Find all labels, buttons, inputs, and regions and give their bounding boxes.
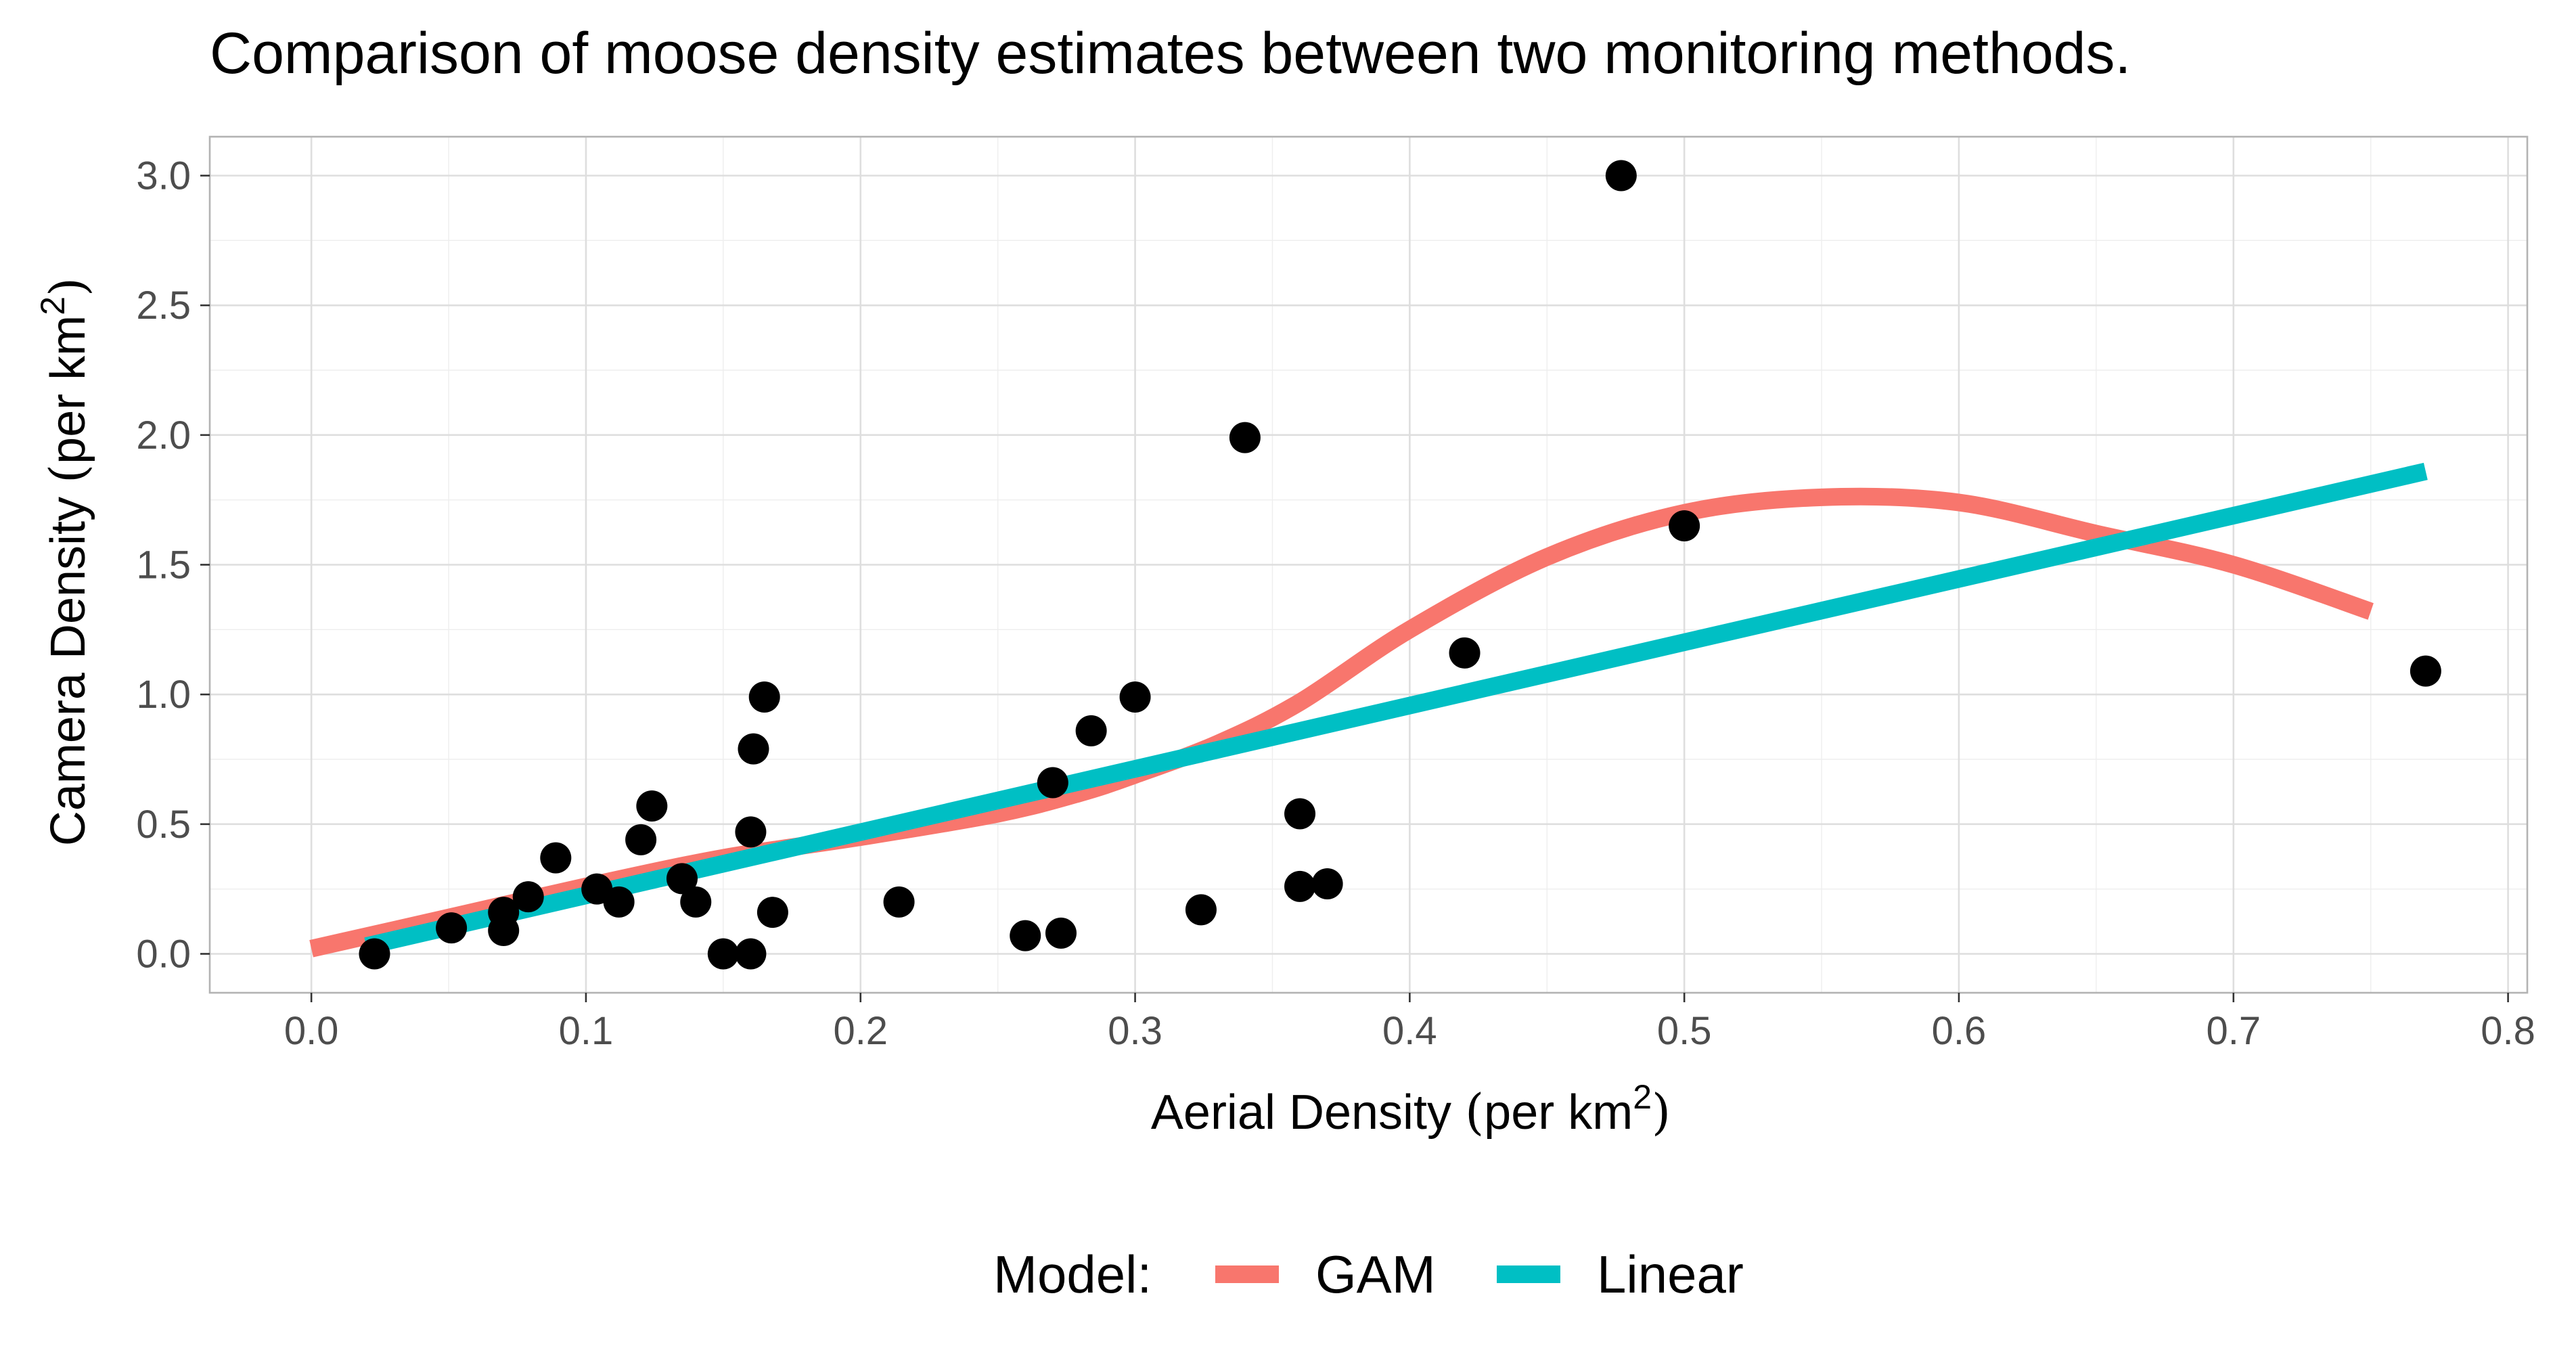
y-tick-label: 2.0	[136, 413, 191, 457]
x-tick-label: 0.4	[1382, 1009, 1437, 1053]
chart-title: Comparison of moose density estimates be…	[210, 21, 2131, 86]
data-point	[1119, 681, 1151, 713]
point-layer	[359, 160, 2441, 970]
data-point	[1669, 510, 1700, 541]
legend-title: Model:	[993, 1245, 1152, 1304]
x-axis-title-unit: per km	[1484, 1085, 1633, 1140]
x-axis-title-open-paren: (	[1465, 1083, 1484, 1140]
x-tick-label: 0.0	[284, 1009, 339, 1053]
x-tick-label: 0.1	[559, 1009, 614, 1053]
data-point	[680, 886, 712, 918]
x-axis-title-sup: 2	[1633, 1078, 1652, 1116]
y-axis-title-open-paren: (	[39, 464, 96, 483]
data-point	[1185, 894, 1217, 926]
x-tick-label: 0.8	[2481, 1009, 2535, 1053]
x-tick-label: 0.5	[1657, 1009, 1712, 1053]
data-point	[540, 842, 572, 874]
x-tick-label: 0.6	[1932, 1009, 1987, 1053]
data-point	[1045, 917, 1077, 949]
y-tick-label: 1.0	[136, 673, 191, 717]
y-tick-label: 3.0	[136, 154, 191, 198]
data-point	[738, 733, 769, 765]
data-point	[1284, 870, 1316, 902]
x-axis-title-prefix: Aerial Density	[1151, 1085, 1465, 1140]
x-tick-label: 0.3	[1108, 1009, 1162, 1053]
x-axis-title: Aerial Density (per km2)	[1151, 1078, 1671, 1140]
legend-label-linear: Linear	[1597, 1245, 1744, 1304]
y-axis-title: Camera Density (per km2)	[34, 277, 96, 846]
y-tick-label: 0.0	[136, 933, 191, 977]
data-point	[883, 886, 915, 918]
data-point	[1075, 715, 1107, 746]
series-line-linear	[364, 462, 2428, 955]
y-tick-label: 2.5	[136, 284, 191, 328]
x-axis-title-close-paren: )	[1652, 1083, 1671, 1140]
data-point	[636, 790, 668, 822]
data-point	[603, 886, 635, 918]
data-point	[2410, 655, 2441, 687]
data-point	[735, 938, 767, 970]
x-tick-label: 0.2	[833, 1009, 888, 1053]
tick-layer: 0.0 0.1 0.2 0.3 0.4 0.5 0.6 0.7 0.8 0.0 0.5 1.0 1.5 2…	[136, 154, 2535, 1054]
data-point	[1284, 798, 1316, 830]
legend: Model: GAM Linear	[993, 1245, 1744, 1304]
data-point	[1605, 160, 1637, 192]
y-axis-title-sup: 2	[34, 296, 72, 315]
y-axis-title-close-paren: )	[39, 277, 96, 296]
y-tick-label: 0.5	[136, 803, 191, 847]
data-point	[1010, 920, 1041, 951]
data-point	[625, 824, 657, 855]
data-point	[359, 938, 390, 970]
data-point	[756, 897, 788, 928]
x-tick-label: 0.7	[2206, 1009, 2261, 1053]
grid-layer	[210, 137, 2527, 993]
data-point	[1449, 637, 1481, 669]
data-point	[735, 816, 767, 848]
y-axis-title-unit: per km	[41, 315, 95, 464]
data-point	[666, 863, 698, 895]
legend-label-gam: GAM	[1315, 1245, 1436, 1304]
y-axis-title-prefix: Camera Density	[41, 483, 95, 846]
data-point	[488, 897, 520, 928]
y-tick-label: 1.5	[136, 543, 191, 587]
data-point	[436, 912, 468, 944]
data-point	[1311, 868, 1343, 899]
data-point	[512, 881, 544, 913]
data-point	[1229, 422, 1261, 453]
data-point	[1037, 767, 1068, 799]
data-point	[707, 938, 739, 970]
data-point	[748, 681, 780, 713]
